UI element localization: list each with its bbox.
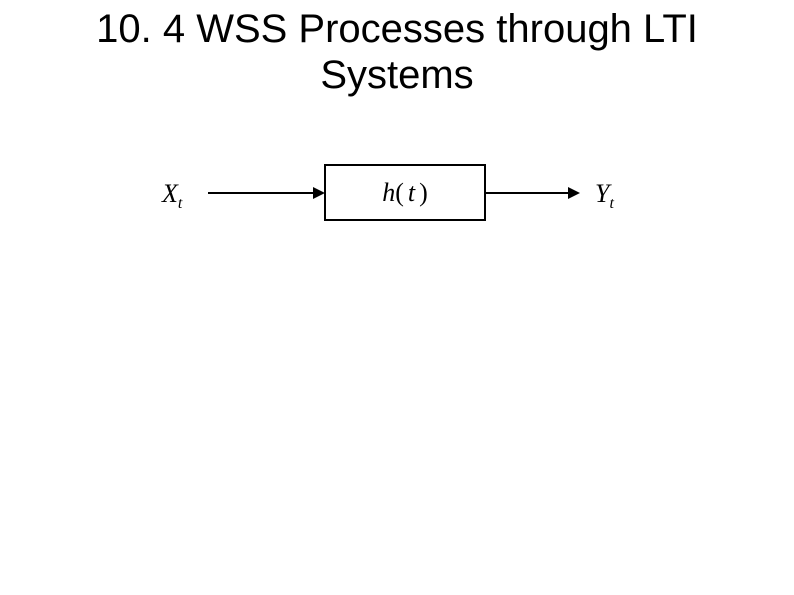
lti-block-diagram: Xt h(t) Yt (150, 150, 650, 240)
diagram-svg: Xt h(t) Yt (150, 150, 650, 240)
output-label: Yt (595, 179, 614, 212)
input-label: Xt (161, 179, 183, 212)
arrow-output (485, 187, 580, 199)
slide: 10. 4 WSS Processes through LTI Systems … (0, 0, 794, 595)
title-line-1: 10. 4 WSS Processes through LTI (96, 7, 698, 51)
title-line-2: Systems (320, 53, 473, 97)
system-box (325, 165, 485, 220)
page-title: 10. 4 WSS Processes through LTI Systems (0, 0, 794, 98)
arrow-input (208, 187, 325, 199)
